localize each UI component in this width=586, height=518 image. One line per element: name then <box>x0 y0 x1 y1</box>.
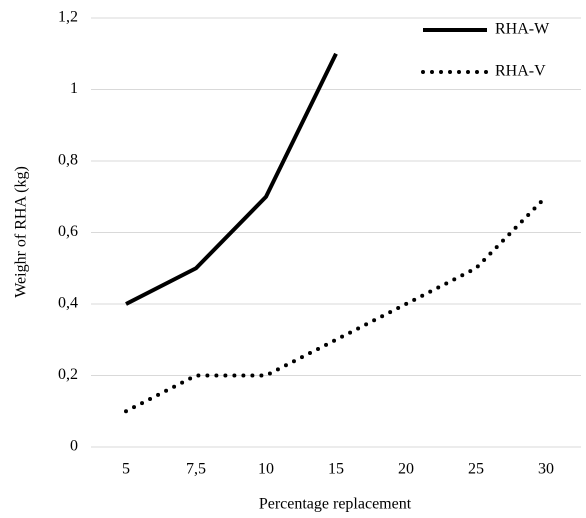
x-tick-label: 5 <box>122 461 130 478</box>
x-tick-label: 20 <box>398 461 414 478</box>
y-tick-label: 1,2 <box>58 9 78 26</box>
y-axis-label: Weighr of RHA (kg) <box>13 166 30 298</box>
x-tick-label: 25 <box>468 461 484 478</box>
series-line <box>125 52 338 306</box>
y-tick-label: 0,8 <box>58 152 78 169</box>
y-tick-label: 0,6 <box>58 223 78 240</box>
x-tick-label: 10 <box>258 461 274 478</box>
legend-label: RHA-W <box>495 21 550 38</box>
legend-label: RHA-V <box>495 63 546 80</box>
y-tick-label: 0,4 <box>58 295 78 312</box>
x-tick-label: 7,5 <box>186 461 206 478</box>
y-tick-label: 0 <box>70 438 78 455</box>
y-tick-label: 0,2 <box>58 366 78 383</box>
x-tick-label: 15 <box>328 461 344 478</box>
x-tick-label: 30 <box>538 461 554 478</box>
x-axis-label: Percentage replacement <box>259 496 412 513</box>
y-tick-label: 1 <box>70 80 78 97</box>
